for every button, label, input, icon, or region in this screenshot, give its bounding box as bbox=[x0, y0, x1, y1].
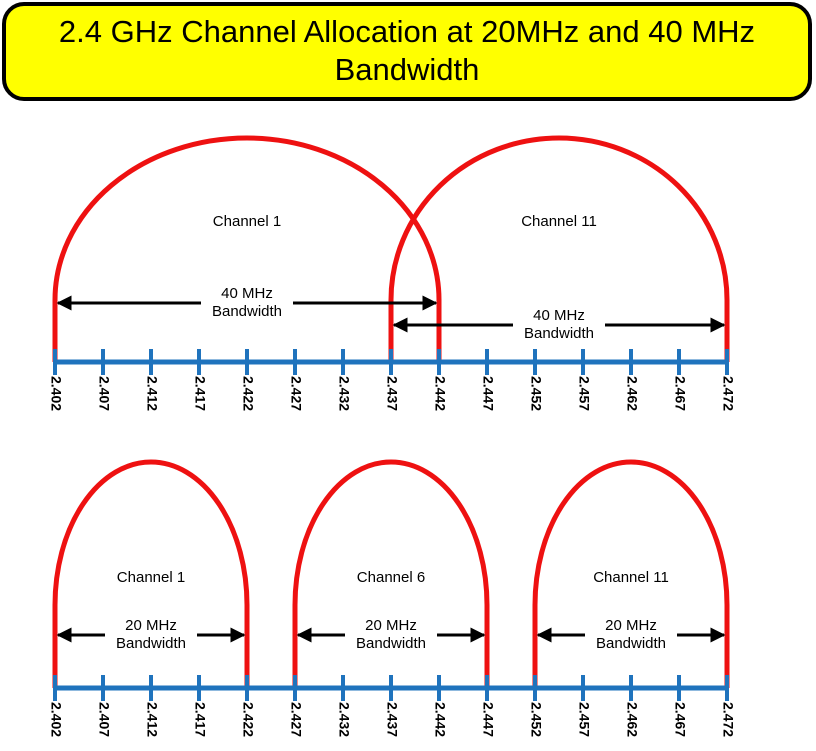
tick-label: 2.462 bbox=[624, 702, 640, 737]
channel-arc bbox=[532, 459, 730, 688]
channel-arc bbox=[388, 135, 730, 362]
tick-label: 2.417 bbox=[192, 376, 208, 411]
channel-arc bbox=[52, 135, 442, 362]
title-line: 2.4 GHz Channel Allocation at 20MHz and … bbox=[59, 14, 755, 49]
tick-label: 2.457 bbox=[576, 702, 592, 737]
bandwidth-label: Bandwidth bbox=[356, 635, 426, 652]
tick-label: 2.472 bbox=[720, 702, 736, 737]
channel-label: Channel 11 bbox=[593, 569, 669, 586]
tick-label: 2.402 bbox=[48, 376, 64, 411]
bandwidth-label: Bandwidth bbox=[524, 325, 594, 342]
tick-label: 2.467 bbox=[672, 702, 688, 737]
tick-label: 2.437 bbox=[384, 376, 400, 411]
tick-label: 2.472 bbox=[720, 376, 736, 411]
bandwidth-label: Bandwidth bbox=[212, 303, 282, 320]
tick-label: 2.427 bbox=[288, 376, 304, 411]
channel-label: Channel 1 bbox=[117, 569, 185, 586]
tick-label: 2.442 bbox=[432, 702, 448, 737]
tick-label: 2.412 bbox=[144, 376, 160, 411]
tick-label: 2.412 bbox=[144, 702, 160, 737]
channel-label: Channel 11 bbox=[521, 213, 597, 230]
tick-label: 2.402 bbox=[48, 702, 64, 737]
tick-label: 2.422 bbox=[240, 376, 256, 411]
title-line: Bandwidth bbox=[335, 52, 480, 87]
tick-label: 2.432 bbox=[336, 702, 352, 737]
tick-label: 2.452 bbox=[528, 702, 544, 737]
channel-label: Channel 1 bbox=[213, 213, 281, 230]
title-box bbox=[2, 2, 812, 101]
tick-label: 2.407 bbox=[96, 376, 112, 411]
tick-label: 2.422 bbox=[240, 702, 256, 737]
bandwidth-label: 20 MHz bbox=[605, 617, 657, 634]
channel-label: Channel 6 bbox=[357, 569, 425, 586]
bandwidth-label: Bandwidth bbox=[116, 635, 186, 652]
tick-label: 2.417 bbox=[192, 702, 208, 737]
tick-label: 2.452 bbox=[528, 376, 544, 411]
bandwidth-label: 20 MHz bbox=[365, 617, 417, 634]
tick-label: 2.447 bbox=[480, 702, 496, 737]
tick-label: 2.427 bbox=[288, 702, 304, 737]
tick-label: 2.442 bbox=[432, 376, 448, 411]
tick-label: 2.467 bbox=[672, 376, 688, 411]
bandwidth-label: Bandwidth bbox=[596, 635, 666, 652]
bandwidth-label: 40 MHz bbox=[221, 285, 273, 302]
tick-label: 2.432 bbox=[336, 376, 352, 411]
tick-label: 2.407 bbox=[96, 702, 112, 737]
tick-label: 2.437 bbox=[384, 702, 400, 737]
tick-label: 2.462 bbox=[624, 376, 640, 411]
channel-arc bbox=[292, 459, 490, 688]
bandwidth-label: 20 MHz bbox=[125, 617, 177, 634]
tick-label: 2.447 bbox=[480, 376, 496, 411]
tick-label: 2.457 bbox=[576, 376, 592, 411]
channel-arc bbox=[52, 459, 250, 688]
bandwidth-label: 40 MHz bbox=[533, 307, 585, 324]
